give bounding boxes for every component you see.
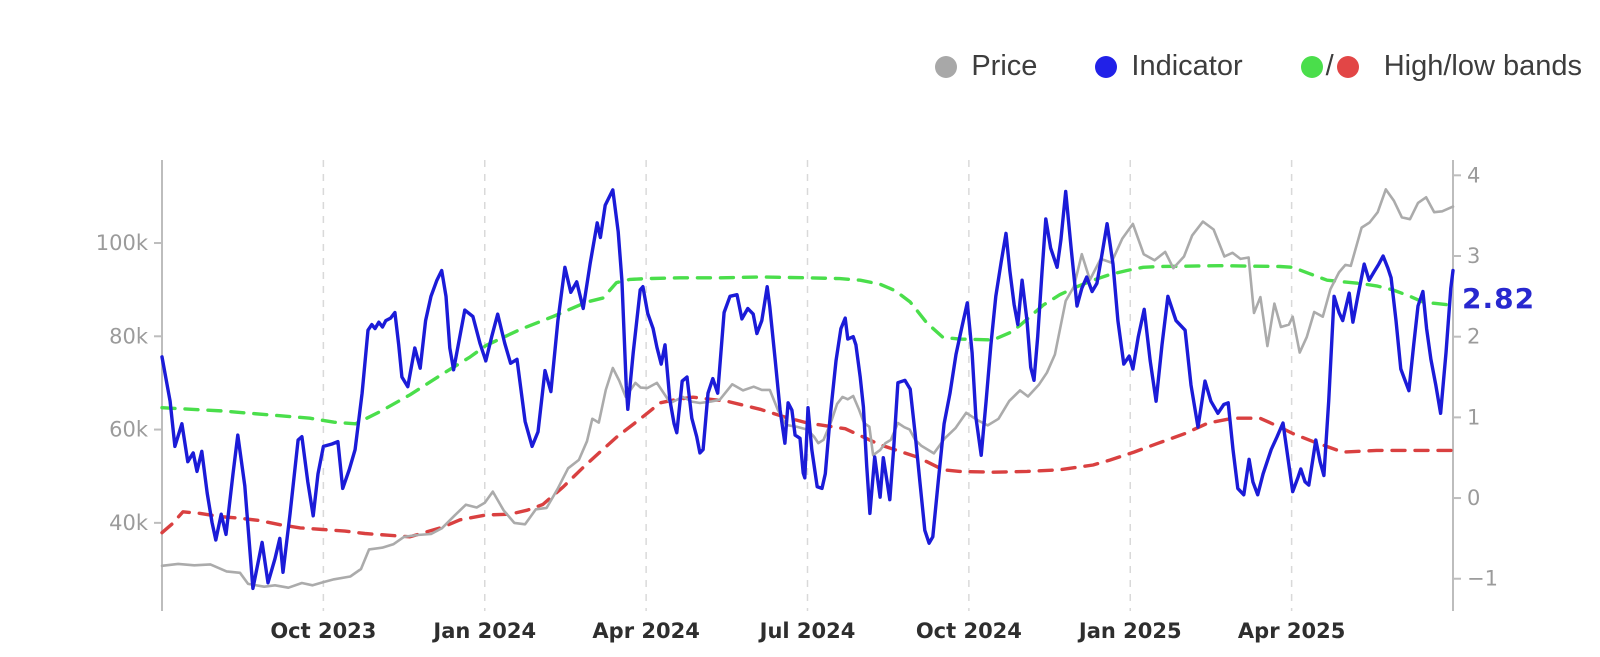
legend-label-price: Price xyxy=(971,50,1038,82)
right-tick-label: 3 xyxy=(1467,244,1480,268)
legend-label-indicator: Indicator xyxy=(1131,50,1243,82)
right-tick-label: 4 xyxy=(1467,163,1480,187)
legend-item-price[interactable]: Price xyxy=(935,50,1037,83)
low-band-line xyxy=(160,395,1455,539)
low-band-marker-icon xyxy=(1336,55,1359,78)
legend-label-bands: High/low bands xyxy=(1383,50,1582,82)
legend-item-bands[interactable]: / High/low bands xyxy=(1300,50,1582,83)
right-tick-label: 2 xyxy=(1467,325,1480,349)
x-tick-label: Oct 2023 xyxy=(270,619,376,643)
legend-separator: / xyxy=(1325,50,1334,82)
left-tick-label: 100k xyxy=(96,231,149,255)
x-tick-label: Jan 2024 xyxy=(431,619,536,643)
bands-marker-group: / xyxy=(1300,50,1359,83)
indicator-last-value-badge: 2.82 xyxy=(1462,282,1536,315)
right-tick-label: 0 xyxy=(1467,486,1480,510)
price-line xyxy=(160,188,1455,589)
right-tick-label: −1 xyxy=(1467,567,1498,591)
price-marker-icon xyxy=(935,55,958,78)
indicator-marker-icon xyxy=(1095,55,1118,78)
right-tick-label: 1 xyxy=(1467,405,1480,429)
legend-item-indicator[interactable]: Indicator xyxy=(1095,50,1243,83)
indicator-line xyxy=(160,188,1455,591)
left-tick-label: 80k xyxy=(109,324,149,348)
x-tick-label: Apr 2025 xyxy=(1238,619,1345,643)
high-band-line xyxy=(160,264,1455,426)
high-band-marker-icon xyxy=(1300,55,1323,78)
legend: Price Indicator / High/low bands xyxy=(935,50,1582,83)
left-tick-label: 40k xyxy=(109,511,149,535)
x-tick-label: Oct 2024 xyxy=(916,619,1022,643)
x-tick-label: Jul 2024 xyxy=(758,619,856,643)
x-tick-label: Apr 2024 xyxy=(592,619,699,643)
left-tick-label: 60k xyxy=(109,418,149,442)
x-tick-label: Jan 2025 xyxy=(1077,619,1182,643)
